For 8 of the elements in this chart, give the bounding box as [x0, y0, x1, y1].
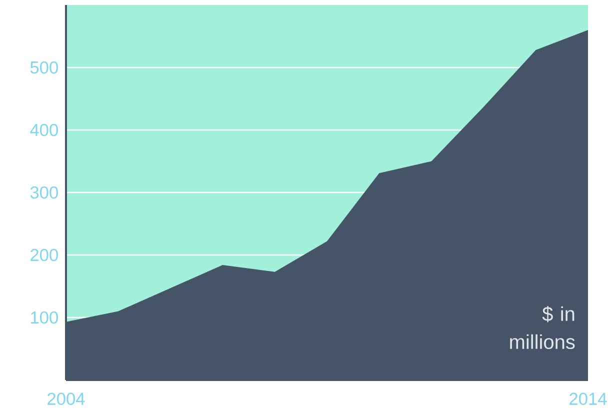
y-tick-label: 400 — [30, 124, 58, 136]
x-tick-label: 2014 — [570, 392, 607, 405]
y-tick-label: 300 — [30, 186, 58, 199]
y-tick-label: 200 — [30, 248, 58, 262]
y-tick-label: 100 — [31, 311, 58, 324]
x-tick-label: 2004 — [48, 392, 85, 405]
annotation: $ in millions — [510, 306, 575, 350]
y-tick-label: 500 — [30, 61, 58, 74]
